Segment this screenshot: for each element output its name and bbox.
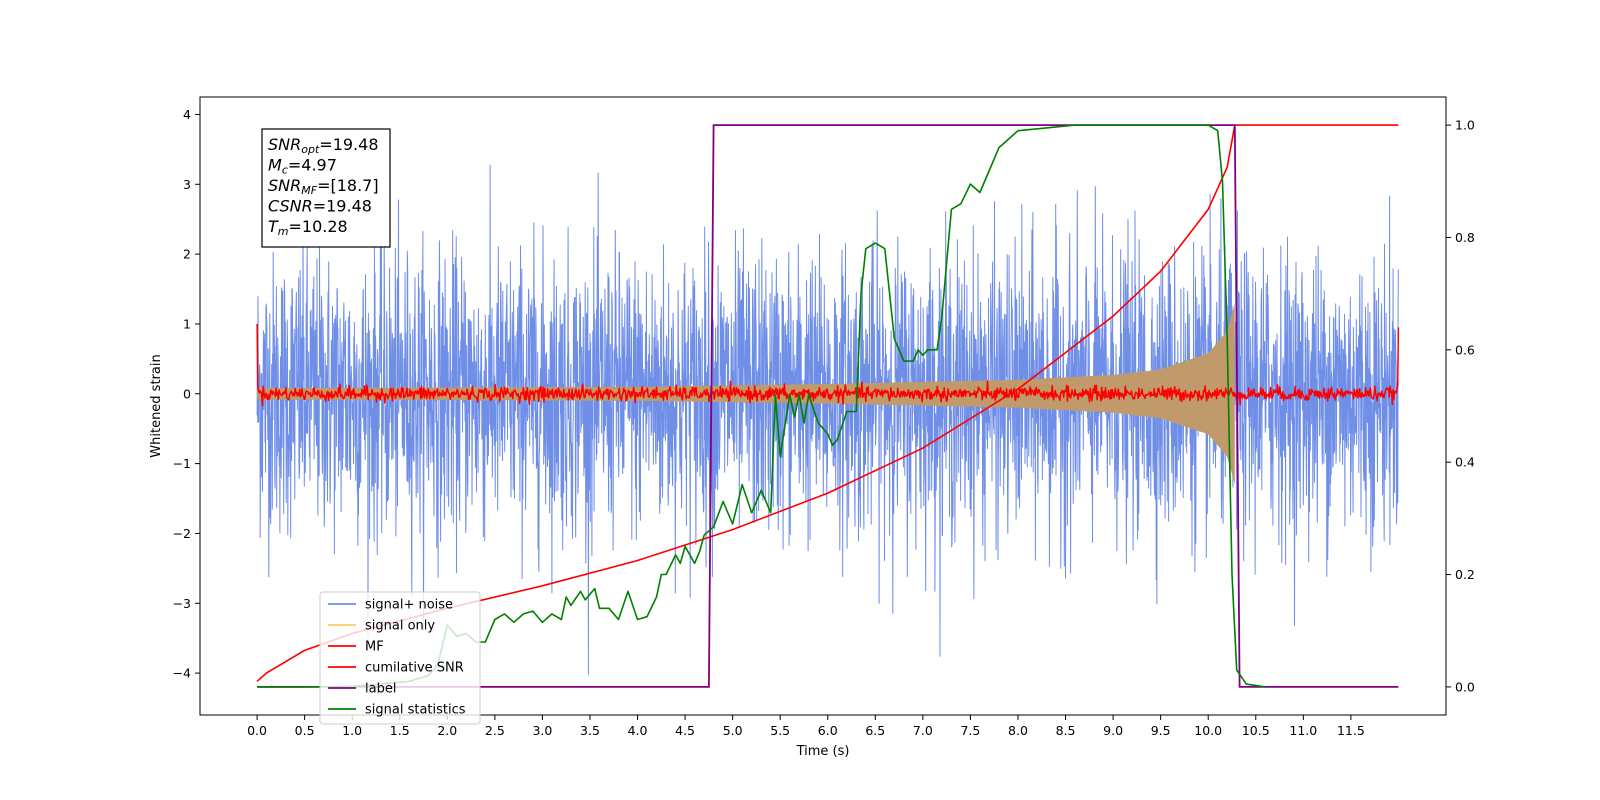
x-tick-label: 3.5	[580, 723, 600, 738]
y-tick-label: −4	[173, 666, 191, 681]
x-tick-label: 5.0	[723, 723, 743, 738]
legend-label-stats: signal statistics	[365, 703, 466, 718]
x-tick-label: 9.0	[1103, 723, 1123, 738]
y-tick-label: 0	[183, 386, 191, 401]
x-tick-label: 6.5	[865, 723, 885, 738]
x-tick-label: 1.0	[342, 723, 362, 738]
y-tick-label: −3	[173, 596, 191, 611]
x-tick-label: 6.0	[818, 723, 838, 738]
x-tick-label: 0.0	[247, 723, 267, 738]
x-tick-label: 10.5	[1242, 723, 1270, 738]
annotation-frame	[261, 128, 391, 248]
x-tick-label: 10.0	[1194, 723, 1222, 738]
y-tick-label: 2	[183, 247, 191, 262]
x-tick-label: 2.0	[437, 723, 457, 738]
legend-frame	[319, 591, 481, 725]
annotation-line: Tm=10.28	[268, 217, 348, 238]
plot-frame	[199, 96, 1447, 716]
legend-label-noise: signal+ noise	[365, 598, 453, 613]
y-tick-label: 4	[183, 107, 191, 122]
x-axis-label: Time (s)	[796, 744, 850, 759]
x-tick-label: 1.5	[390, 723, 410, 738]
y-axis-right: 0.0 0.2 0.4 0.6 0.8 1.0	[1446, 118, 1475, 694]
annotation-box: SNRopt=19.48Mc=4.97SNRMF=[18.7]CSNR=19.4…	[261, 128, 391, 248]
x-tick-label: 4.0	[628, 723, 648, 738]
x-tick-label: 3.0	[532, 723, 552, 738]
series-signal-statistics-line	[257, 124, 1266, 688]
x-tick-label: 11.0	[1289, 723, 1317, 738]
y-tick-label: −1	[173, 456, 191, 471]
y-right-tick-label: 0.0	[1455, 679, 1475, 694]
annotation-line: SNRMF=[18.7]	[268, 176, 379, 197]
x-tick-label: 7.5	[960, 723, 980, 738]
y-right-tick-label: 0.6	[1455, 342, 1475, 357]
y-tick-label: 3	[183, 177, 191, 192]
legend: signal+ noise signal only MF cumilative SNR…	[319, 591, 481, 725]
x-tick-label: 5.5	[770, 723, 790, 738]
x-tick-label: 7.0	[913, 723, 933, 738]
y-right-tick-label: 1.0	[1455, 118, 1475, 133]
series-label-line	[257, 124, 1399, 688]
x-axis: 0.0 0.5 1.0 1.5 2.0 2.5 3.0 3.5 4.0 4.5 5.0 5.5 6.0 6…	[247, 715, 1365, 738]
series-mf-line	[256, 323, 1400, 407]
annotation-line: CSNR=19.48	[268, 197, 372, 216]
x-tick-label: 4.5	[675, 723, 695, 738]
legend-label-signal_only: signal only	[365, 619, 435, 634]
x-tick-label: 0.5	[295, 723, 315, 738]
annotation-line: Mc=4.97	[268, 156, 337, 177]
y-right-tick-label: 0.8	[1455, 230, 1475, 245]
y-axis-left: −4 −3 −2 −1 0 1 2 3 4	[173, 107, 200, 681]
x-tick-label: 2.5	[485, 723, 505, 738]
y-tick-label: −2	[173, 526, 191, 541]
y-axis-label: Whitened strain	[149, 354, 164, 457]
x-tick-label: 9.5	[1151, 723, 1171, 738]
legend-label-cumulative: cumilative SNR	[365, 661, 464, 676]
legend-label-label: label	[365, 682, 396, 697]
y-tick-label: 1	[183, 316, 191, 331]
annotation-line: SNRopt=19.48	[268, 135, 379, 156]
y-right-tick-label: 0.4	[1455, 455, 1475, 470]
x-tick-label: 8.5	[1056, 723, 1076, 738]
y-right-tick-label: 0.2	[1455, 567, 1475, 582]
x-tick-label: 11.5	[1337, 723, 1365, 738]
x-tick-label: 8.0	[1008, 723, 1028, 738]
legend-label-mf: MF	[365, 640, 384, 655]
